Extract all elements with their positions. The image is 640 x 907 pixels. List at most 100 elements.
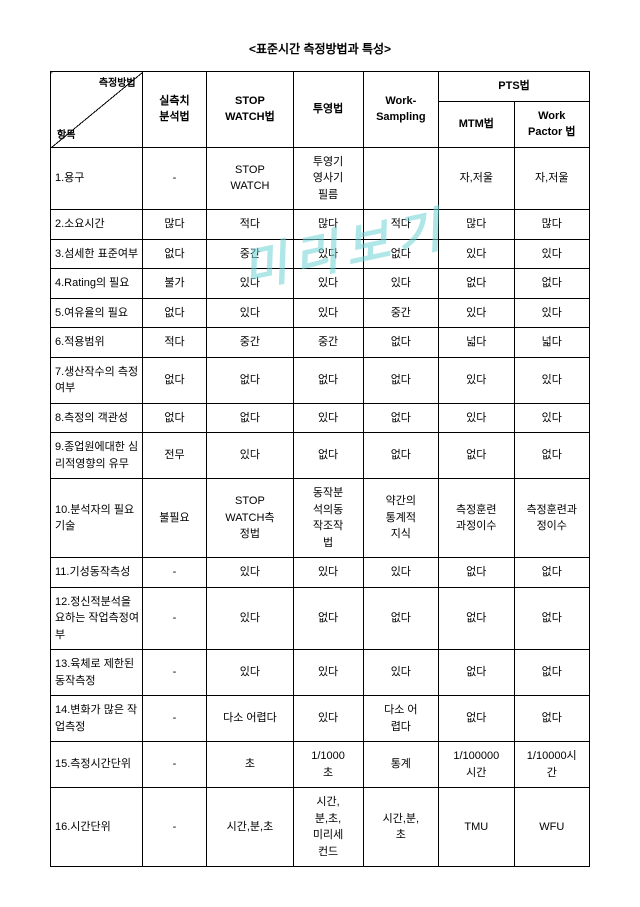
cell: 중간 [363,298,438,328]
cell: 있다 [439,298,514,328]
cell: - [142,742,207,788]
table-row: 2.소요시간많다적다많다적다많다많다 [51,210,590,240]
cell: 없다 [363,587,438,650]
cell: 없다 [363,239,438,269]
cell: 없다 [293,357,363,403]
cell: 없다 [207,403,293,433]
table-row: 1.용구-STOPWATCH투영기영사기필름자,저울자,저울 [51,147,590,210]
cell: 투영기영사기필름 [293,147,363,210]
cell: 있다 [207,587,293,650]
col-header-3: STOPWATCH법 [207,72,293,148]
row-label: 1.용구 [51,147,143,210]
cell: 없다 [514,433,590,479]
table-row: 9.종업원에대한 심리적영향의 유무전무있다없다없다없다없다 [51,433,590,479]
cell: 없다 [142,298,207,328]
cell: STOPWATCH측정법 [207,479,293,558]
col-header-7: WorkPactor 법 [514,101,590,147]
row-label: 10.분석자의 필요기술 [51,479,143,558]
cell: - [142,558,207,588]
cell: 자,저울 [439,147,514,210]
table-row: 6.적용범위적다중간중간없다넓다넓다 [51,328,590,358]
row-label: 3.섬세한 표준여부 [51,239,143,269]
cell: 동작분석의동작조작법 [293,479,363,558]
row-label: 2.소요시간 [51,210,143,240]
col-header-2: 실측치분석법 [142,72,207,148]
cell: 있다 [514,298,590,328]
cell: 없다 [439,269,514,299]
cell: 시간,분,초 [363,788,438,867]
table-row: 15.측정시간단위-초1/1000초통계1/100000시간1/10000시간 [51,742,590,788]
cell: 적다 [207,210,293,240]
cell: - [142,788,207,867]
row-label: 6.적용범위 [51,328,143,358]
methods-table: 측정방법 항목 실측치분석법 STOPWATCH법 투영법 Work-Sampl… [50,71,590,867]
row-label: 4.Rating의 필요 [51,269,143,299]
cell: 약간의통계적지식 [363,479,438,558]
table-row: 3.섬세한 표준여부없다중간있다없다있다있다 [51,239,590,269]
cell: 다소 어렵다 [207,696,293,742]
col-header-5: Work-Sampling [363,72,438,148]
cell: 없다 [293,433,363,479]
cell: 없다 [293,587,363,650]
table-row: 13.육체로 제한된 동작측정-있다있다있다없다없다 [51,650,590,696]
cell: 있다 [207,298,293,328]
cell: 있다 [363,650,438,696]
cell: 중간 [293,328,363,358]
cell: 없다 [514,650,590,696]
table-body: 1.용구-STOPWATCH투영기영사기필름자,저울자,저울2.소요시간많다적다… [51,147,590,867]
cell: 없다 [363,328,438,358]
row-label: 11.기성동작측성 [51,558,143,588]
cell: 있다 [514,357,590,403]
table-row: 8.측정의 객관성없다없다있다없다있다있다 [51,403,590,433]
cell: 없다 [439,650,514,696]
cell: 초 [207,742,293,788]
cell: 있다 [293,650,363,696]
cell: 없다 [142,403,207,433]
cell: 있다 [293,696,363,742]
cell: 없다 [439,433,514,479]
cell: 시간,분,초,미리세컨드 [293,788,363,867]
page-title: <표준시간 측정방법과 특성> [50,40,590,57]
cell: 있다 [293,239,363,269]
table-row: 5.여유율의 필요없다있다있다중간있다있다 [51,298,590,328]
col-header-pts: PTS법 [439,72,590,102]
col-header-4: 투영법 [293,72,363,148]
cell: 측정훈련과정이수 [514,479,590,558]
cell: 불필요 [142,479,207,558]
cell: 없다 [439,558,514,588]
table-row: 14.변화가 많은 작업측정-다소 어렵다있다다소 어렵다없다없다 [51,696,590,742]
row-label: 12.정신적분석을 요하는 작업측정여부 [51,587,143,650]
cell: 있다 [363,269,438,299]
cell: 중간 [207,239,293,269]
cell: 넓다 [439,328,514,358]
cell: 측정훈련과정이수 [439,479,514,558]
cell: 있다 [363,558,438,588]
cell: 있다 [207,269,293,299]
cell: 적다 [363,210,438,240]
cell: 없다 [439,696,514,742]
cell: WFU [514,788,590,867]
cell: 1/100000시간 [439,742,514,788]
cell: 있다 [293,269,363,299]
row-label: 14.변화가 많은 작업측정 [51,696,143,742]
cell: 있다 [293,558,363,588]
row-label: 16.시간단위 [51,788,143,867]
cell: - [142,147,207,210]
row-label: 15.측정시간단위 [51,742,143,788]
cell: 있다 [439,357,514,403]
cell: 있다 [439,239,514,269]
cell: 없다 [363,357,438,403]
cell: 시간,분,초 [207,788,293,867]
cell: STOPWATCH [207,147,293,210]
row-label: 8.측정의 객관성 [51,403,143,433]
cell: 있다 [514,403,590,433]
cell: 없다 [514,558,590,588]
cell: - [142,587,207,650]
cell: 1/10000시간 [514,742,590,788]
cell: 있다 [207,558,293,588]
row-label: 7.생산작수의 측정여부 [51,357,143,403]
cell: TMU [439,788,514,867]
cell: 1/1000초 [293,742,363,788]
diag-bottom: 항목 [57,128,75,143]
table-row: 12.정신적분석을 요하는 작업측정여부-있다없다없다없다없다 [51,587,590,650]
